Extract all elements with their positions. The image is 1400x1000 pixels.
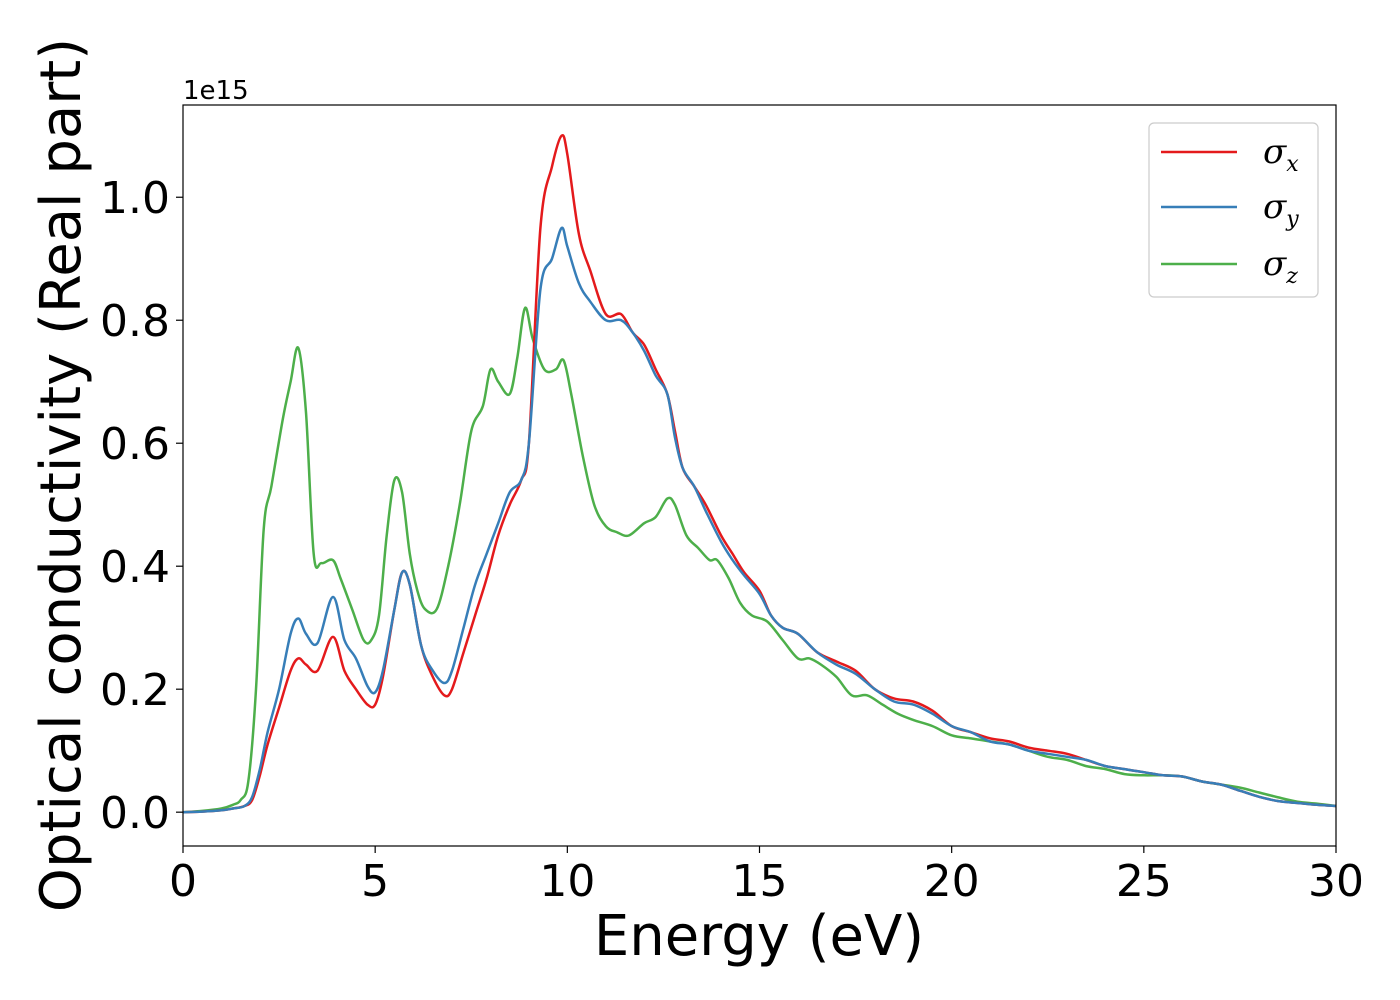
series-sigma-y-line — [182, 226, 1337, 814]
y-axis-label: Optical conductivity (Real part) — [29, 38, 94, 912]
x-tick-label: 5 — [361, 856, 389, 907]
x-tick-label: 25 — [1116, 856, 1172, 907]
y-tick-label: 0.8 — [100, 296, 170, 347]
x-tick-label: 0 — [169, 856, 197, 907]
y-tick-label: 0.6 — [100, 419, 170, 470]
x-tick-label: 15 — [732, 856, 788, 907]
x-tick-label: 10 — [539, 856, 595, 907]
series-layer — [182, 133, 1337, 814]
x-tick-label: 30 — [1308, 856, 1364, 907]
y-tick-label: 1.0 — [100, 173, 170, 224]
y-axis-ticks: 0.0 0.2 0.4 0.6 0.8 1.0 — [100, 173, 183, 839]
series-sigma-z-line — [182, 306, 1337, 814]
y-tick-label: 0.4 — [100, 542, 170, 593]
y-tick-label: 0.0 — [100, 788, 170, 839]
x-tick-label: 20 — [924, 856, 980, 907]
y-tick-label: 0.2 — [100, 665, 170, 716]
x-axis-ticks: 0 5 10 15 20 25 30 — [169, 846, 1364, 907]
x-axis-label: Energy (eV) — [594, 904, 924, 969]
legend-box — [1148, 122, 1319, 298]
y-offset-label: 1e15 — [183, 76, 249, 106]
